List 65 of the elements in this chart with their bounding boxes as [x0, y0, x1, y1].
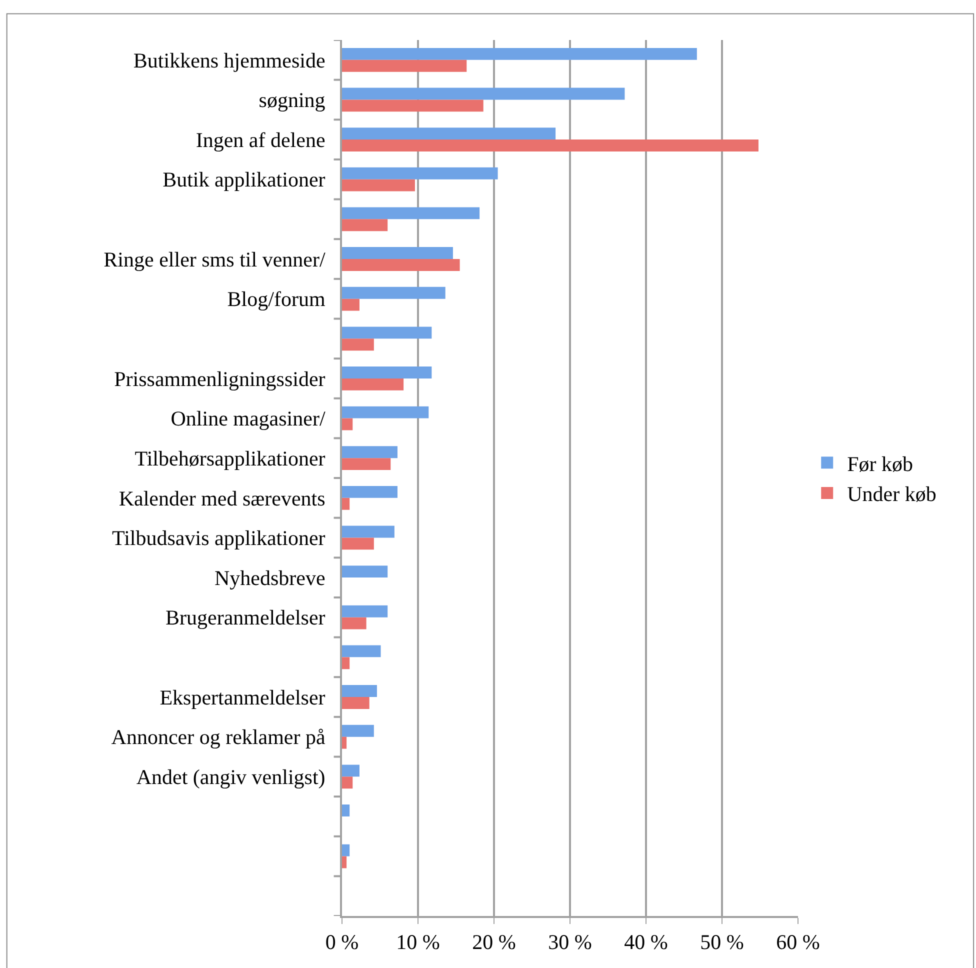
- bar: [342, 326, 432, 339]
- y-tick-label: Annoncer og reklamer på: [111, 725, 336, 750]
- bar: [342, 406, 429, 418]
- bar: [342, 538, 374, 550]
- bar: [342, 486, 398, 498]
- y-tick-label: Tilbudsavis applikationer: [112, 526, 336, 550]
- bar: [342, 259, 460, 271]
- x-tick-label: 0 %: [325, 930, 359, 954]
- bar: [342, 764, 360, 777]
- bar: [342, 617, 366, 630]
- y-tick-label: Kalender med særevents: [118, 486, 336, 510]
- bar: [342, 645, 381, 658]
- bar: [342, 338, 374, 351]
- y-tick-label: Ingen af delene: [196, 128, 336, 152]
- x-tick-label: 10 %: [396, 930, 440, 954]
- bar: [342, 207, 480, 220]
- bar: [342, 100, 484, 112]
- x-tick-label: 30 %: [548, 930, 592, 954]
- bar: [342, 844, 350, 856]
- y-tick-label: Ekspertanmeldelser: [160, 685, 336, 710]
- bar: [342, 366, 432, 378]
- bar: [342, 724, 374, 737]
- bar: [342, 697, 370, 709]
- bar: [342, 128, 556, 140]
- bar: [342, 736, 347, 749]
- y-tick-label: Nyhedsbreve: [214, 566, 336, 590]
- bar: [342, 526, 394, 538]
- bar: [342, 685, 377, 697]
- bar: [342, 60, 467, 72]
- x-tick-label: 40 %: [624, 930, 668, 954]
- bar: [342, 804, 350, 816]
- bar: [342, 140, 758, 152]
- bar: [342, 418, 353, 430]
- y-tick-label: Blog/forum: [227, 287, 336, 312]
- bar: [342, 605, 388, 618]
- y-tick-label: Brugeranmeldelser: [166, 606, 336, 630]
- x-tick-label: 20 %: [472, 930, 516, 954]
- y-tick-label: Prissammenligningssider: [114, 366, 336, 391]
- bar: [342, 179, 415, 192]
- legend-label: Under køb: [847, 482, 936, 506]
- y-tick-label: Andet (angiv venligst): [136, 764, 336, 789]
- bar: [342, 378, 404, 390]
- y-tick-label: Butikkens hjemmeside: [133, 48, 336, 72]
- bar: [342, 88, 625, 100]
- x-tick-label: 50 %: [700, 930, 744, 954]
- y-tick-label: Tilbehørsapplikationer: [134, 446, 336, 470]
- bar: [342, 566, 388, 578]
- legend-label: Før køb: [847, 452, 914, 476]
- bar: [342, 298, 360, 311]
- y-tick-label: Butik applikationer: [162, 168, 336, 192]
- x-tick-label: 60 %: [776, 930, 820, 954]
- bar: [342, 446, 398, 458]
- bar: [342, 657, 350, 670]
- bar: [342, 498, 350, 510]
- bar: [342, 247, 453, 259]
- bar: [342, 458, 391, 470]
- bar: [342, 219, 388, 232]
- bar: [342, 48, 697, 60]
- bar: [342, 286, 446, 299]
- y-tick-label: Online magasiner/: [170, 406, 336, 431]
- y-tick-label: søgning: [258, 88, 336, 112]
- bar: [342, 167, 498, 180]
- bar: [342, 856, 347, 868]
- y-tick-label: Ringe eller sms til venner/: [104, 247, 336, 272]
- bar: [342, 776, 353, 789]
